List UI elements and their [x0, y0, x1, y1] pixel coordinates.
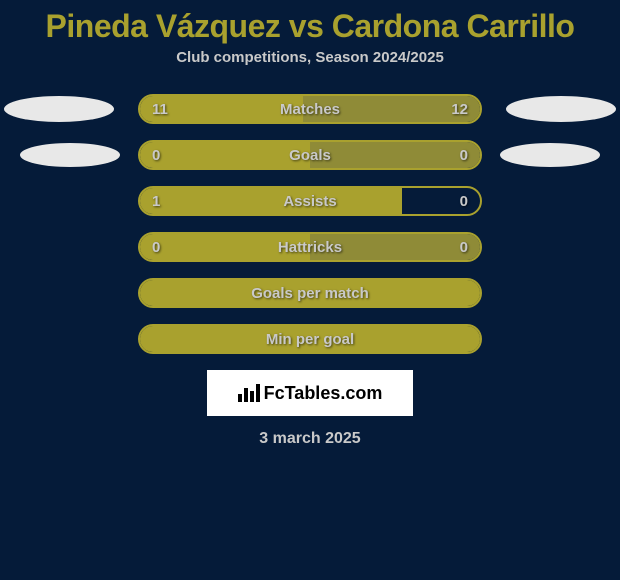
- stat-bar: 1112Matches: [138, 94, 482, 124]
- stat-bar: Min per goal: [138, 324, 482, 354]
- stat-label: Matches: [140, 101, 480, 118]
- stat-row: 00Hattricks: [0, 232, 620, 262]
- stat-label: Min per goal: [140, 331, 480, 348]
- player-ellipse-right: [500, 143, 600, 167]
- stat-row: Min per goal: [0, 324, 620, 354]
- comparison-infographic: Pineda Vázquez vs Cardona Carrillo Club …: [0, 0, 620, 580]
- stat-row: Goals per match: [0, 278, 620, 308]
- stat-bar: 10Assists: [138, 186, 482, 216]
- stat-bar: 00Hattricks: [138, 232, 482, 262]
- logo-badge: FcTables.com: [207, 370, 413, 416]
- stat-rows: 1112Matches 00Goals 10Assists 00Hattricks Go…: [0, 94, 620, 354]
- player-ellipse-left: [4, 96, 114, 122]
- stat-label: Goals: [140, 147, 480, 164]
- player-ellipse-left: [20, 143, 120, 167]
- stat-row: 00Goals: [0, 140, 620, 170]
- stat-label: Assists: [140, 193, 480, 210]
- chart-icon: [238, 384, 260, 402]
- subtitle: Club competitions, Season 2024/2025: [0, 49, 620, 66]
- stat-bar: Goals per match: [138, 278, 482, 308]
- player-ellipse-right: [506, 96, 616, 122]
- logo-text: FcTables.com: [264, 383, 383, 404]
- stat-bar: 00Goals: [138, 140, 482, 170]
- stat-label: Goals per match: [140, 285, 480, 302]
- page-title: Pineda Vázquez vs Cardona Carrillo: [0, 0, 620, 49]
- date-text: 3 march 2025: [0, 430, 620, 448]
- stat-row: 1112Matches: [0, 94, 620, 124]
- stat-row: 10Assists: [0, 186, 620, 216]
- stat-label: Hattricks: [140, 239, 480, 256]
